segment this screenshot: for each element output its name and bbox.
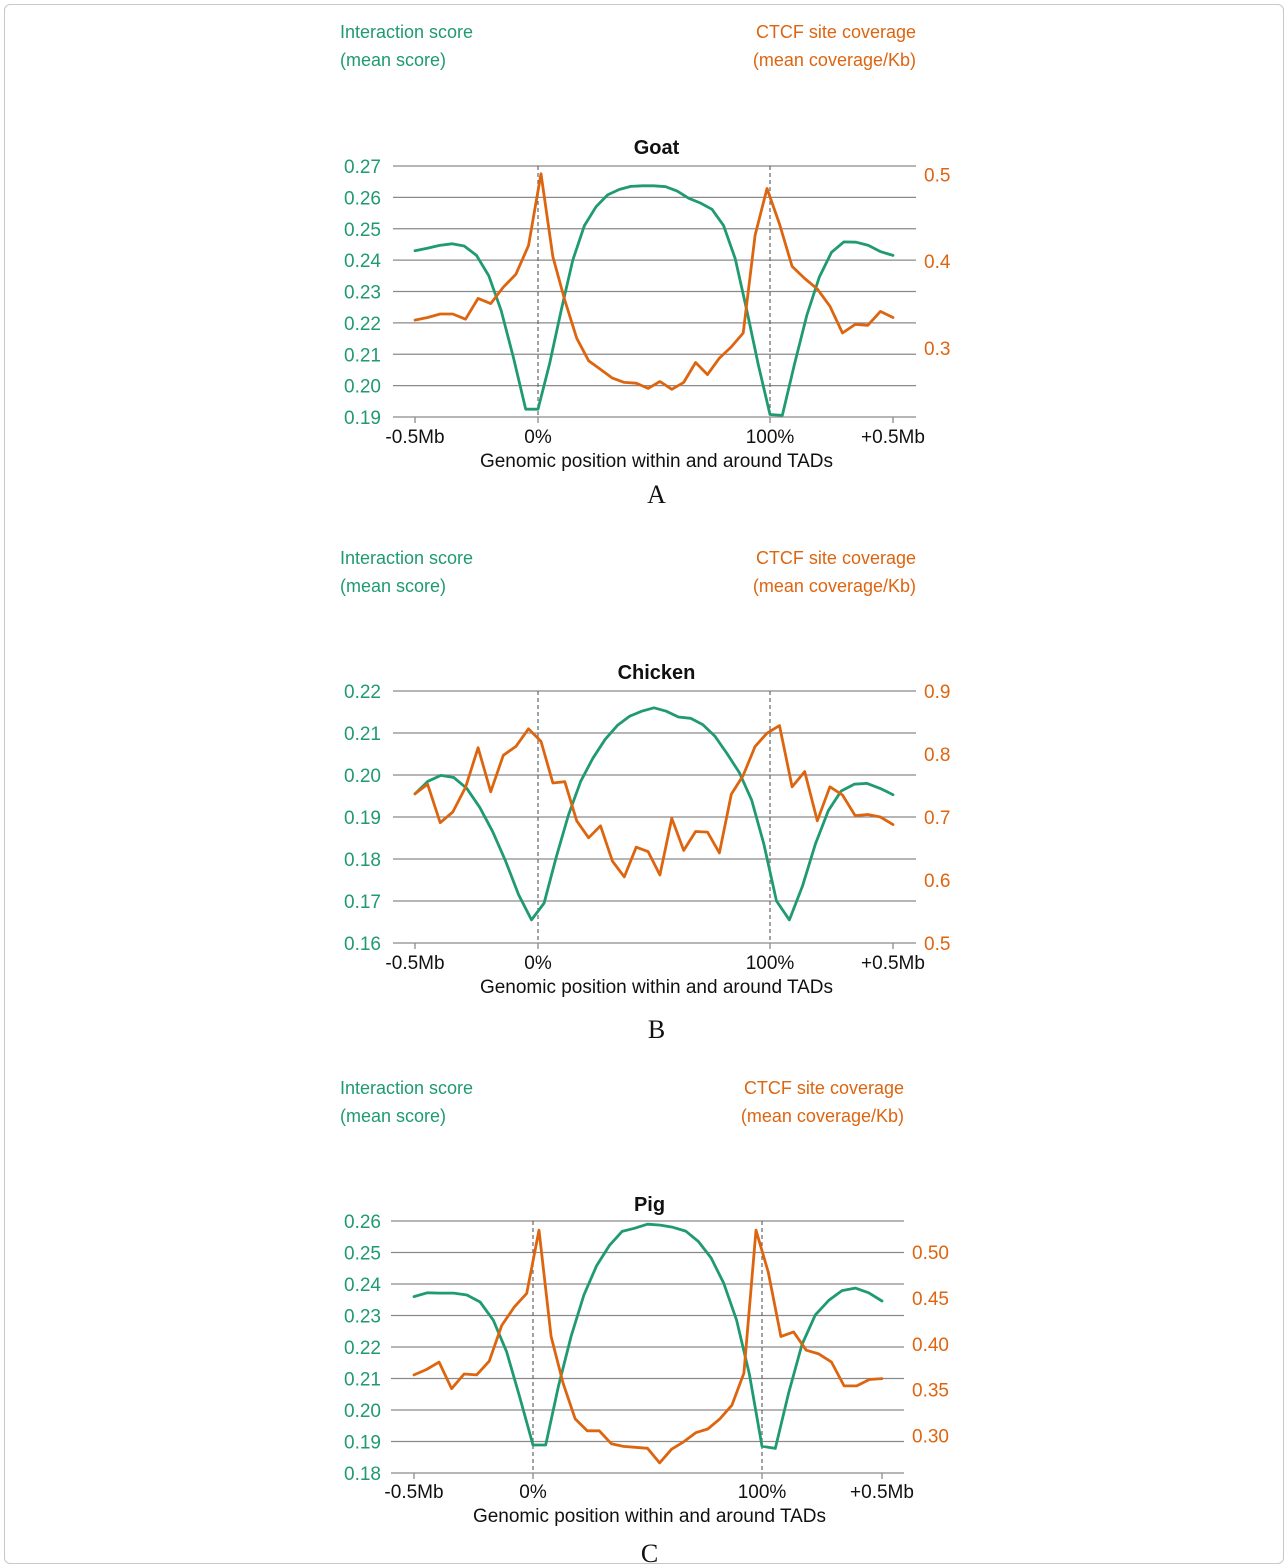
x-tick-label: -0.5Mb bbox=[385, 427, 444, 448]
panel-a: Interaction score (mean score) CTCF site c… bbox=[340, 22, 951, 509]
left-tick-label: 0.23 bbox=[344, 1307, 381, 1328]
x-tick-label: -0.5Mb bbox=[385, 953, 444, 974]
right-axis-caption-line1: CTCF site coverage bbox=[744, 1078, 904, 1098]
left-tick-label: 0.18 bbox=[344, 1464, 381, 1485]
left-tick-label: 0.20 bbox=[344, 377, 381, 398]
left-tick-label: 0.20 bbox=[344, 766, 381, 787]
left-tick-label: 0.19 bbox=[344, 808, 381, 829]
x-tick-label: 100% bbox=[746, 953, 795, 974]
x-tick-label: 100% bbox=[738, 1482, 787, 1503]
ctcf-coverage-line bbox=[413, 724, 895, 879]
x-axis-label: Genomic position within and around TADs bbox=[480, 451, 833, 472]
interaction-score-line bbox=[413, 184, 895, 417]
x-tick-label: +0.5Mb bbox=[850, 1482, 914, 1503]
left-tick-label: 0.19 bbox=[344, 1433, 381, 1454]
left-axis-caption-line2: (mean score) bbox=[340, 576, 446, 596]
left-tick-label: 0.24 bbox=[344, 251, 381, 272]
chart-title: Pig bbox=[634, 1194, 665, 1216]
left-tick-label: 0.22 bbox=[344, 1338, 381, 1359]
chart-title: Chicken bbox=[618, 662, 696, 684]
interaction-score-line bbox=[413, 706, 895, 922]
left-tick-label: 0.23 bbox=[344, 283, 381, 304]
left-tick-label: 0.20 bbox=[344, 1401, 381, 1422]
left-tick-label: 0.22 bbox=[344, 682, 381, 703]
panel-c: Interaction score (mean score) CTCF site c… bbox=[340, 1078, 949, 1566]
right-tick-label: 0.50 bbox=[912, 1243, 949, 1264]
x-tick-label: +0.5Mb bbox=[861, 427, 925, 448]
left-tick-label: 0.19 bbox=[344, 408, 381, 429]
ctcf-coverage-line bbox=[412, 1228, 884, 1465]
x-tick-label: 0% bbox=[519, 1482, 547, 1503]
ctcf-coverage-line bbox=[413, 172, 895, 391]
x-tick-label: +0.5Mb bbox=[861, 953, 925, 974]
left-axis-caption-line2: (mean score) bbox=[340, 50, 446, 70]
left-axis-caption-line1: Interaction score bbox=[340, 548, 473, 568]
x-tick-label: 100% bbox=[746, 427, 795, 448]
chart-title: Goat bbox=[634, 137, 680, 159]
interaction-score-line bbox=[412, 1222, 884, 1450]
right-tick-label: 0.5 bbox=[924, 934, 950, 955]
x-tick-label: 0% bbox=[524, 427, 552, 448]
right-tick-label: 0.8 bbox=[924, 745, 950, 766]
right-tick-label: 0.30 bbox=[912, 1426, 949, 1447]
left-tick-label: 0.16 bbox=[344, 934, 381, 955]
left-axis-caption-line1: Interaction score bbox=[340, 1078, 473, 1098]
left-tick-label: 0.21 bbox=[344, 724, 381, 745]
right-axis-caption-line1: CTCF site coverage bbox=[756, 548, 916, 568]
left-tick-label: 0.25 bbox=[344, 1244, 381, 1265]
right-axis-caption-line2: (mean coverage/Kb) bbox=[741, 1106, 904, 1126]
left-tick-label: 0.21 bbox=[344, 345, 381, 366]
panel-label: A bbox=[647, 480, 666, 509]
right-axis-caption-line2: (mean coverage/Kb) bbox=[753, 50, 916, 70]
x-tick-label: 0% bbox=[524, 953, 552, 974]
left-tick-label: 0.26 bbox=[344, 1212, 381, 1233]
left-tick-label: 0.24 bbox=[344, 1275, 381, 1296]
right-axis-caption-line1: CTCF site coverage bbox=[756, 22, 916, 42]
right-tick-label: 0.6 bbox=[924, 871, 950, 892]
panel-b: Interaction score (mean score) CTCF site c… bbox=[340, 548, 950, 1044]
panel-label: C bbox=[641, 1539, 658, 1566]
right-tick-label: 0.9 bbox=[924, 682, 950, 703]
figure-frame bbox=[4, 4, 1284, 1564]
right-tick-label: 0.5 bbox=[924, 166, 950, 187]
x-tick-label: -0.5Mb bbox=[384, 1482, 443, 1503]
right-tick-label: 0.45 bbox=[912, 1289, 949, 1310]
left-tick-label: 0.17 bbox=[344, 892, 381, 913]
left-tick-label: 0.27 bbox=[344, 157, 381, 178]
right-tick-label: 0.3 bbox=[924, 339, 950, 360]
panel-label: B bbox=[648, 1015, 665, 1044]
left-tick-label: 0.18 bbox=[344, 850, 381, 871]
x-axis-label: Genomic position within and around TADs bbox=[480, 977, 833, 998]
left-tick-label: 0.26 bbox=[344, 188, 381, 209]
right-tick-label: 0.35 bbox=[912, 1381, 949, 1402]
left-axis-caption-line2: (mean score) bbox=[340, 1106, 446, 1126]
left-tick-label: 0.21 bbox=[344, 1370, 381, 1391]
left-tick-label: 0.22 bbox=[344, 314, 381, 335]
x-axis-label: Genomic position within and around TADs bbox=[473, 1506, 826, 1527]
right-tick-label: 0.4 bbox=[924, 252, 951, 273]
left-axis-caption-line1: Interaction score bbox=[340, 22, 473, 42]
right-tick-label: 0.7 bbox=[924, 808, 950, 829]
left-tick-label: 0.25 bbox=[344, 220, 381, 241]
right-axis-caption-line2: (mean coverage/Kb) bbox=[753, 576, 916, 596]
right-tick-label: 0.40 bbox=[912, 1335, 949, 1356]
